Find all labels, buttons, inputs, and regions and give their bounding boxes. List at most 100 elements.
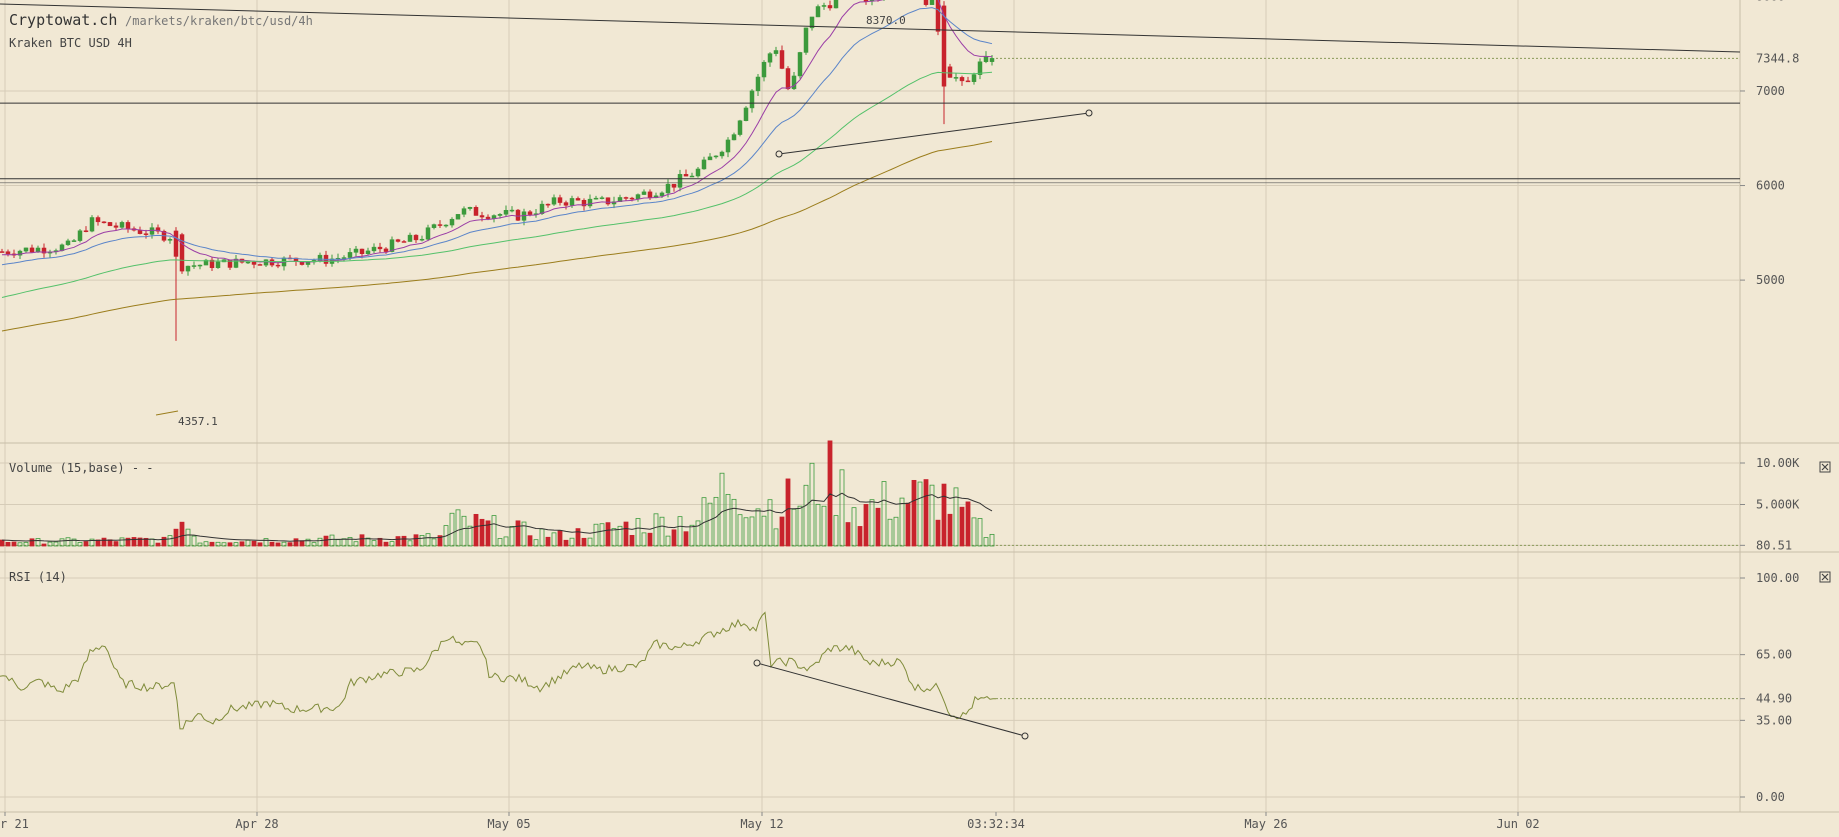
volume-bar[interactable] bbox=[533, 539, 539, 547]
volume-bar[interactable] bbox=[821, 505, 827, 547]
volume-bar[interactable] bbox=[569, 537, 575, 547]
candle[interactable] bbox=[935, 0, 941, 32]
volume-bar[interactable] bbox=[503, 536, 509, 547]
candle[interactable] bbox=[629, 197, 635, 200]
volume-bar[interactable] bbox=[299, 540, 305, 547]
volume-bar[interactable] bbox=[131, 537, 137, 547]
candle[interactable] bbox=[953, 77, 959, 79]
volume-bar[interactable] bbox=[215, 541, 221, 547]
volume-bar[interactable] bbox=[869, 499, 875, 547]
candle[interactable] bbox=[455, 214, 461, 220]
candle[interactable] bbox=[737, 120, 743, 135]
candle[interactable] bbox=[167, 239, 173, 241]
volume-bar[interactable] bbox=[677, 516, 683, 547]
volume-bar[interactable] bbox=[5, 541, 11, 547]
volume-bar[interactable] bbox=[101, 537, 107, 547]
candle[interactable] bbox=[833, 0, 839, 9]
candle[interactable] bbox=[419, 238, 425, 241]
candle[interactable] bbox=[515, 209, 521, 221]
candle[interactable] bbox=[71, 240, 77, 242]
volume-bar[interactable] bbox=[53, 541, 59, 547]
volume-close-icon[interactable] bbox=[1819, 461, 1831, 473]
volume-bar[interactable] bbox=[905, 502, 911, 547]
candle[interactable] bbox=[959, 77, 965, 82]
volume-bar[interactable] bbox=[239, 541, 245, 547]
volume-bar[interactable] bbox=[275, 542, 281, 547]
volume-bar[interactable] bbox=[617, 525, 623, 547]
candle[interactable] bbox=[785, 68, 791, 90]
volume-bar[interactable] bbox=[911, 479, 917, 547]
candle[interactable] bbox=[743, 107, 749, 121]
volume-bar[interactable] bbox=[641, 532, 647, 547]
volume-bar[interactable] bbox=[419, 534, 425, 547]
volume-bar[interactable] bbox=[857, 526, 863, 547]
volume-bar[interactable] bbox=[167, 535, 173, 547]
candle[interactable] bbox=[821, 5, 827, 7]
candle[interactable] bbox=[701, 159, 707, 170]
volume-bar[interactable] bbox=[479, 518, 485, 547]
volume-bar[interactable] bbox=[743, 517, 749, 547]
volume-bar[interactable] bbox=[731, 498, 737, 547]
candle[interactable] bbox=[389, 239, 395, 252]
volume-bar[interactable] bbox=[683, 531, 689, 547]
volume-bar[interactable] bbox=[29, 538, 35, 547]
volume-bar[interactable] bbox=[587, 537, 593, 547]
volume-bar[interactable] bbox=[521, 521, 527, 547]
volume-bar[interactable] bbox=[221, 542, 227, 547]
volume-bar[interactable] bbox=[749, 516, 755, 547]
volume-bar[interactable] bbox=[77, 542, 83, 547]
candle[interactable] bbox=[137, 229, 143, 234]
volume-bar[interactable] bbox=[881, 481, 887, 547]
volume-bar[interactable] bbox=[671, 529, 677, 547]
volume-bar[interactable] bbox=[773, 528, 779, 547]
volume-bar[interactable] bbox=[191, 535, 197, 547]
candle[interactable] bbox=[0, 251, 5, 253]
volume-bar[interactable] bbox=[185, 528, 191, 547]
candle[interactable] bbox=[551, 197, 557, 205]
candle[interactable] bbox=[611, 201, 617, 205]
volume-bar[interactable] bbox=[929, 484, 935, 547]
candle[interactable] bbox=[341, 257, 347, 259]
candle[interactable] bbox=[947, 66, 953, 78]
volume-bar[interactable] bbox=[509, 526, 515, 547]
volume-bar[interactable] bbox=[785, 478, 791, 547]
candle[interactable] bbox=[977, 61, 983, 75]
candle[interactable] bbox=[101, 221, 107, 224]
volume-bar[interactable] bbox=[971, 517, 977, 547]
candle[interactable] bbox=[143, 233, 149, 235]
candle[interactable] bbox=[593, 197, 599, 200]
candle[interactable] bbox=[83, 230, 89, 232]
volume-bar[interactable] bbox=[623, 521, 629, 547]
candle[interactable] bbox=[707, 156, 713, 161]
volume-bar[interactable] bbox=[557, 530, 563, 547]
candle[interactable] bbox=[89, 217, 95, 232]
volume-bar[interactable] bbox=[851, 507, 857, 547]
volume-bar[interactable] bbox=[581, 537, 587, 547]
volume-bar[interactable] bbox=[695, 520, 701, 547]
candle[interactable] bbox=[95, 217, 101, 223]
volume-bar[interactable] bbox=[611, 528, 617, 547]
candle[interactable] bbox=[395, 239, 401, 242]
volume-bar[interactable] bbox=[917, 481, 923, 547]
candle[interactable] bbox=[647, 191, 653, 198]
volume-bar[interactable] bbox=[209, 541, 215, 547]
candle[interactable] bbox=[509, 209, 515, 212]
volume-bar[interactable] bbox=[647, 532, 653, 547]
volume-bar[interactable] bbox=[431, 538, 437, 547]
volume-bar[interactable] bbox=[443, 525, 449, 547]
volume-bar[interactable] bbox=[59, 538, 65, 547]
volume-bar[interactable] bbox=[593, 523, 599, 547]
candle[interactable] bbox=[383, 248, 389, 252]
volume-bar[interactable] bbox=[107, 539, 113, 547]
candle[interactable] bbox=[659, 192, 665, 197]
volume-bar[interactable] bbox=[323, 535, 329, 547]
candle[interactable] bbox=[23, 247, 29, 252]
volume-bar[interactable] bbox=[449, 512, 455, 547]
rsi-pane[interactable] bbox=[0, 611, 1740, 740]
candle[interactable] bbox=[563, 202, 569, 206]
trend-handle[interactable] bbox=[775, 150, 783, 158]
volume-bar[interactable] bbox=[467, 525, 473, 547]
volume-bar[interactable] bbox=[233, 542, 239, 547]
candle[interactable] bbox=[761, 61, 767, 78]
